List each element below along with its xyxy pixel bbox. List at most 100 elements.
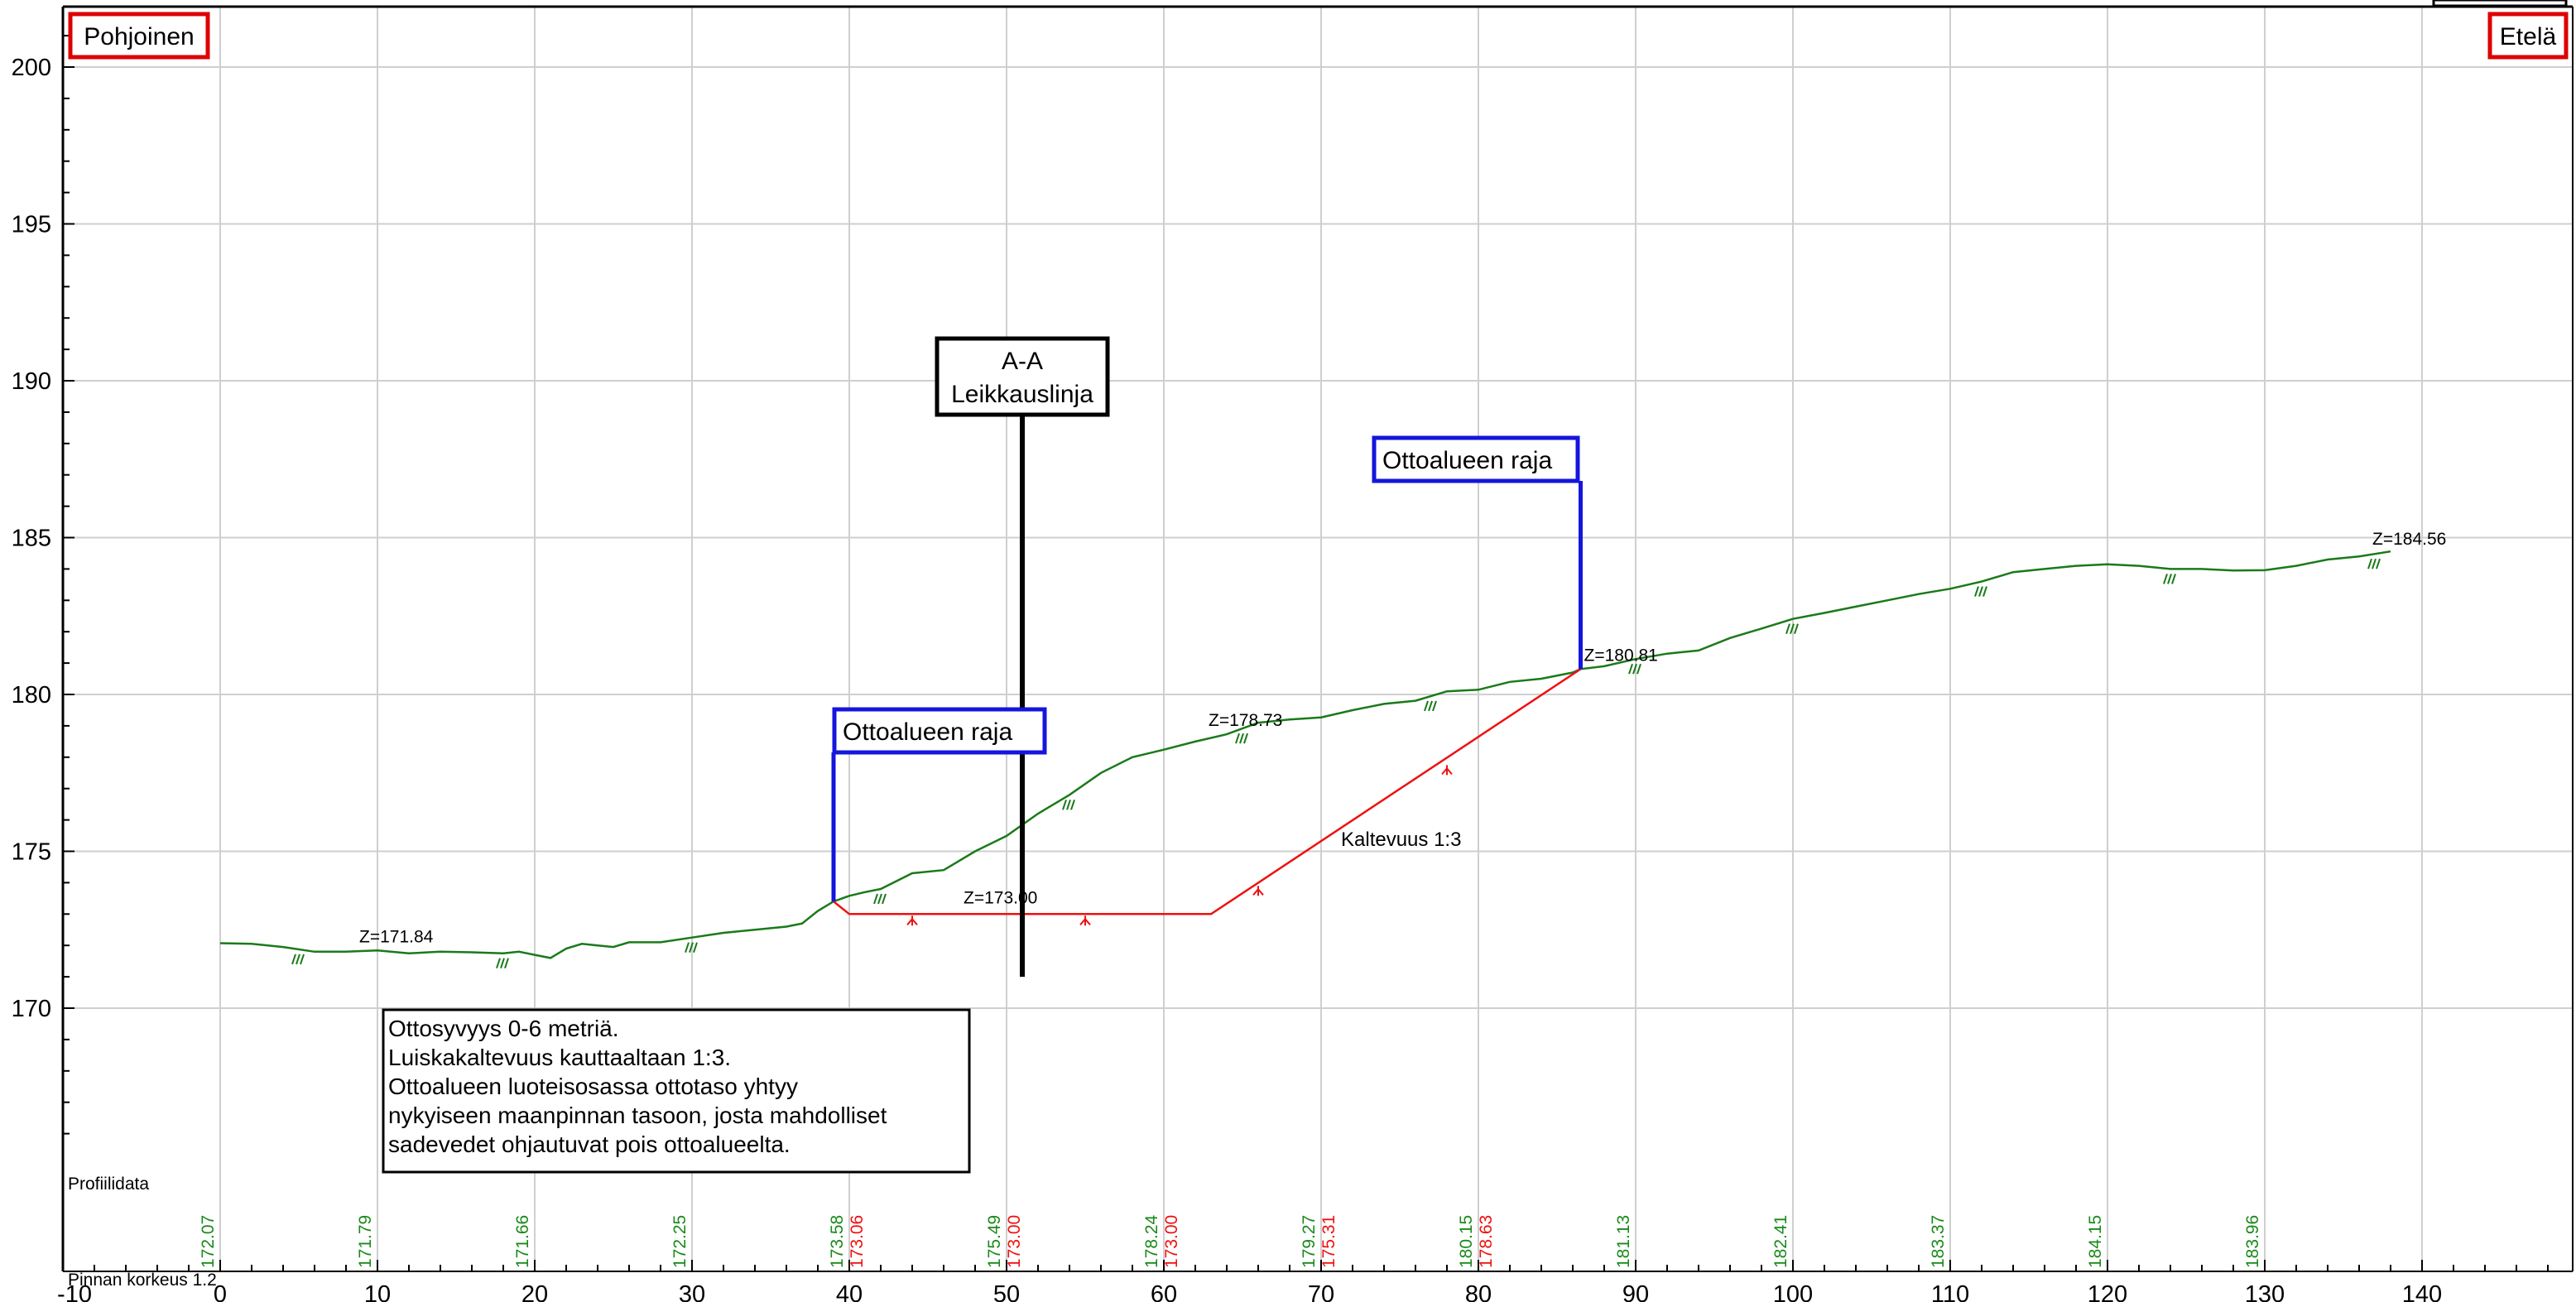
excavation-line [833,668,1582,915]
x-tick-label: 80 [1465,1281,1492,1302]
hatch-stroke [1066,799,1071,810]
x-tick-label: 60 [1151,1281,1177,1302]
north-label: Pohjoinen [84,23,194,50]
terrain-hatch-mark [1062,799,1075,810]
south-label: Etelä [2500,23,2557,50]
note-line-4: nykyiseen maanpinnan tasoon, josta mahdo… [388,1103,887,1128]
surface-height-label: Pinnan korkeus 1.2 [68,1271,217,1290]
x-tick-label: 70 [1308,1281,1334,1302]
hatch-stroke [2367,558,2372,569]
hatch-stroke [2163,574,2168,584]
terrain-hatch-mark [1424,700,1437,712]
north-label-box: Pohjoinen [68,12,210,60]
section-line-group: A-A Leikkauslinja [935,336,1110,978]
y-tick-label: 190 [12,368,51,395]
x-tick-label: 120 [2088,1281,2127,1302]
terrain-hatch-mark [1785,623,1799,634]
x-tick-label: 40 [836,1281,863,1302]
hatch-stroke [873,893,878,905]
slope-label: Kaltevuus 1:3 [1341,829,1461,851]
cut-stroke [911,918,918,925]
hatch-stroke [291,954,296,965]
cut-stroke [906,918,913,925]
note-line-5: sadevedet ohjautuvat pois ottoalueelta. [388,1131,791,1157]
x-tick-label: 90 [1622,1281,1649,1302]
cut-symbol [1441,765,1453,776]
elevation-label: Z=173.00 [964,888,1037,907]
hatch-stroke [693,942,698,954]
hatch-stroke [2376,558,2381,569]
design-elevation-value: 178.63 [1477,1215,1496,1268]
hatch-stroke [1982,586,1987,597]
ground-elevation-value: 172.07 [199,1215,218,1268]
x-tick-label: 100 [1773,1281,1813,1302]
y-tick-label: 185 [12,526,51,552]
cut-symbol [1079,915,1091,926]
elevation-label: Z=180.81 [1584,646,1658,665]
hatch-stroke [1628,663,1633,675]
hatch-stroke [2372,558,2377,569]
note-line-2: Luiskakaltevuus kauttaaltaan 1:3. [388,1045,731,1070]
ground-elevation-value: 171.66 [513,1215,532,1268]
terrain-hatch-mark [291,954,305,965]
ground-elevation-value: 183.37 [1929,1215,1948,1268]
hatch-stroke [500,958,505,968]
hatch-stroke [496,958,501,968]
south-label-box: Etelä [2487,12,2569,60]
ground-elevation-value: 181.13 [1614,1215,1633,1268]
hatch-stroke [1070,799,1075,810]
cut-stroke [1079,918,1086,925]
hatch-stroke [504,958,509,968]
profile-data-label: Profiilidata [68,1175,149,1194]
x-tick-label: 20 [521,1281,548,1302]
terrain-hatch-mark [496,958,509,968]
terrain-hatch-mark [2367,558,2381,569]
terrain-line [219,550,2391,959]
section-label-line2: Leikkauslinja [951,381,1093,408]
design-elevation-value: 173.06 [848,1215,867,1268]
terrain-hatch-mark [1628,663,1641,675]
hatch-stroke [1239,733,1244,744]
terrain-hatch-mark [1974,586,1987,597]
hatch-stroke [1424,700,1429,712]
hatch-stroke [2167,574,2172,584]
hatch-stroke [877,893,882,905]
boundary-label-box-right [1372,435,1580,483]
scale-box-fragment [2432,0,2568,7]
cut-stroke [1446,767,1453,776]
section-label-line1: A-A [1002,348,1043,375]
hatch-stroke [1243,733,1248,744]
y-tick-label: 195 [12,212,51,238]
hatch-stroke [1790,623,1795,634]
x-tick-label: 140 [2402,1281,2442,1302]
x-tick-label: 30 [679,1281,705,1302]
note-line-1: Ottosyvyys 0-6 metriä. [388,1016,619,1041]
hatch-stroke [882,893,887,905]
hatch-stroke [1062,799,1067,810]
hatch-stroke [1974,586,1979,597]
x-tick-label: 10 [364,1281,391,1302]
elevation-label: Z=171.84 [359,927,434,946]
terrain-hatch-mark [2163,574,2176,584]
note-box: Ottosyvyys 0-6 metriä. Luiskakaltevuus k… [382,1008,971,1174]
boundary-label-box-left [832,707,1047,755]
boundary-label-right: Ottoalueen raja [1382,447,1552,474]
cut-stroke [1257,888,1264,896]
x-tick-label: 0 [214,1281,227,1302]
ground-elevation-value: 175.49 [985,1215,1004,1268]
ground-elevation-value: 179.27 [1300,1215,1319,1268]
hatch-stroke [1785,623,1790,634]
ground-elevation-value: 182.41 [1771,1215,1790,1268]
hatch-stroke [1794,623,1799,634]
boundary-label-left: Ottoalueen raja [843,718,1012,746]
y-tick-label: 175 [12,839,51,866]
hatch-stroke [300,954,305,965]
cut-symbol [1252,886,1264,896]
y-tick-label: 200 [12,55,51,81]
ground-elevation-value: 184.15 [2086,1215,2105,1268]
x-tick-label: -10 [57,1281,92,1302]
cut-stroke [1084,918,1091,925]
design-elevation-value: 173.00 [1005,1215,1024,1268]
hatch-stroke [1978,586,1983,597]
